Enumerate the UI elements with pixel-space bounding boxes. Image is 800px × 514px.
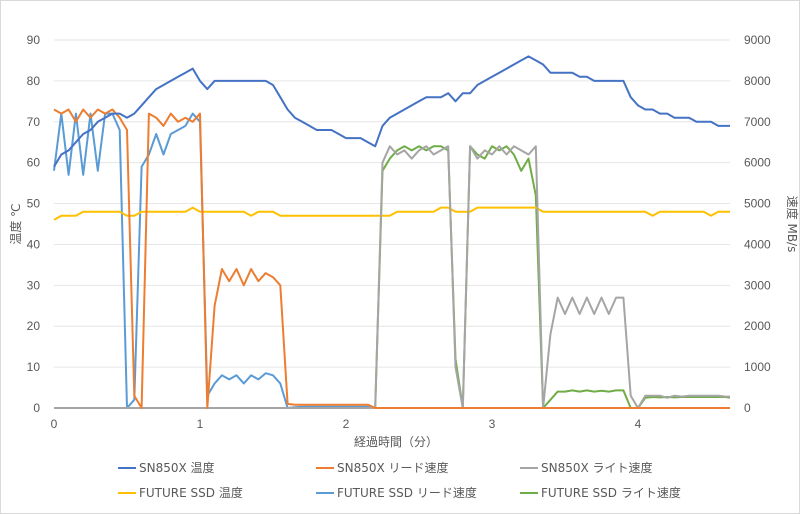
legend-label: SN850X 温度 — [139, 461, 215, 475]
x-axis-ticks: 0 1 2 3 4 — [51, 417, 642, 431]
legend-swatch — [316, 466, 334, 469]
y-tick-left: 10 — [27, 360, 41, 374]
y-tick-left: 40 — [27, 237, 41, 251]
y-tick-left: 0 — [33, 401, 40, 415]
legend-item-future-read[interactable]: FUTURE SSD リード速度 — [316, 484, 477, 501]
x-tick: 1 — [197, 417, 204, 431]
series-line — [53, 55, 730, 168]
y-tick-right: 0 — [744, 401, 751, 415]
legend-label: FUTURE SSD リード速度 — [337, 486, 477, 500]
gridlines — [54, 39, 730, 409]
legend-item-future-temp[interactable]: FUTURE SSD 温度 — [118, 484, 243, 501]
y-tick-left: 50 — [27, 197, 41, 211]
legend-swatch — [118, 466, 136, 469]
y-tick-left: 60 — [27, 156, 41, 170]
right-axis-ticks: 0 1000 2000 3000 4000 5000 6000 7000 8000 9000 — [744, 33, 771, 415]
legend-item-future-write[interactable]: FUTURE SSD ライト速度 — [520, 484, 681, 501]
legend-swatch — [520, 466, 538, 469]
y-tick-left: 70 — [27, 115, 41, 129]
legend-swatch — [118, 491, 136, 494]
y-tick-right: 2000 — [744, 319, 771, 333]
legend-label: SN850X ライト速度 — [541, 461, 653, 475]
x-tick: 2 — [343, 417, 350, 431]
y-tick-right: 1000 — [744, 360, 771, 374]
series-line — [53, 108, 730, 409]
legend-item-sn850x-read[interactable]: SN850X リード速度 — [316, 459, 449, 476]
legend-label: FUTURE SSD ライト速度 — [541, 486, 681, 500]
y-tick-right: 7000 — [744, 115, 771, 129]
y-tick-right: 5000 — [744, 197, 771, 211]
legend-item-sn850x-write[interactable]: SN850X ライト速度 — [520, 459, 653, 476]
series-lines — [53, 55, 731, 409]
y-tick-left: 80 — [27, 74, 41, 88]
y-tick-right: 3000 — [744, 278, 771, 292]
series-line — [53, 206, 730, 221]
y-tick-right: 6000 — [744, 156, 771, 170]
y-tick-right: 8000 — [744, 74, 771, 88]
x-axis-title: 経過時間（分） — [354, 435, 438, 449]
y-tick-right: 9000 — [744, 33, 771, 47]
y-tick-left: 20 — [27, 319, 41, 333]
legend-item-sn850x-temp[interactable]: SN850X 温度 — [118, 459, 215, 476]
legend-label: SN850X リード速度 — [337, 461, 449, 475]
left-axis-title: 温度 ℃ — [8, 203, 23, 244]
left-axis-ticks: 0 10 20 30 40 50 60 70 80 90 — [27, 33, 41, 415]
legend: SN850X 温度 SN850X リード速度 SN850X ライト速度 FUTU… — [0, 456, 800, 506]
right-axis-title: 速度 MB/s — [785, 196, 800, 253]
y-tick-left: 90 — [27, 33, 41, 47]
x-tick: 3 — [489, 417, 496, 431]
y-tick-left: 30 — [27, 278, 41, 292]
series-line — [54, 145, 730, 409]
legend-label: FUTURE SSD 温度 — [139, 486, 243, 500]
legend-swatch — [316, 491, 334, 494]
x-tick: 0 — [51, 417, 58, 431]
x-tick: 4 — [635, 417, 642, 431]
y-tick-right: 4000 — [744, 237, 771, 251]
legend-swatch — [520, 491, 538, 494]
